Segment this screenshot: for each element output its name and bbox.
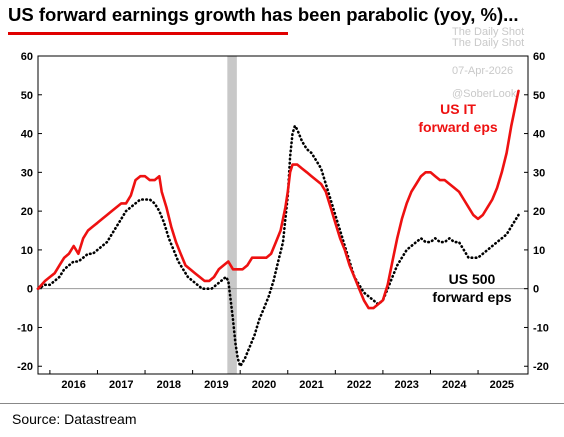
y-tick-label-right: -20 [533,361,549,373]
y-tick-label-left: -20 [17,361,33,373]
y-tick-label-left: 40 [21,129,33,141]
x-tick-label: 2016 [61,379,85,391]
x-tick-label: 2024 [442,379,467,391]
series-label-us-500-line2: forward eps [432,289,512,305]
y-tick-label-right: 0 [533,284,539,296]
watermark-line1-echo: The Daily Shot [452,37,525,49]
watermark-handle: @SoberLook [452,88,517,100]
y-tick-label-right: 10 [533,245,545,257]
x-tick-label: 2021 [299,379,323,391]
x-tick-label: 2018 [157,379,181,391]
y-tick-label-right: 30 [533,167,545,179]
x-tick-label: 2023 [394,379,418,391]
y-tick-label-left: 50 [21,90,33,102]
source-note: Source: Datastream [12,411,137,427]
y-tick-label-left: -10 [17,322,33,334]
y-tick-label-right: 40 [533,129,545,141]
y-tick-label-right: 60 [533,51,545,63]
y-tick-label-left: 30 [21,167,33,179]
series-label-us-it-line2: forward eps [418,119,498,135]
watermark-date: 07-Apr-2026 [452,65,514,77]
y-tick-label-left: 10 [21,245,33,257]
series-label-us-it-line1: US IT [440,101,476,117]
x-tick-label: 2025 [490,379,514,391]
series-line-us-it [36,89,520,310]
x-tick-label: 2017 [109,379,133,391]
series-label-us-500-line1: US 500 [449,271,496,287]
y-tick-label-right: 50 [533,90,545,102]
series-line-us-500 [36,124,520,368]
x-tick-label: 2020 [252,379,276,391]
shaded-period [227,56,237,374]
y-tick-label-left: 20 [21,206,33,218]
title-underline [8,32,288,35]
source-divider [0,403,564,404]
x-tick-label: 2022 [347,379,371,391]
y-tick-label-left: 0 [27,284,33,296]
plot-frame [37,55,529,375]
x-tick-label: 2019 [204,379,228,391]
chart-title: US forward earnings growth has been para… [8,4,519,25]
y-tick-label-right: 20 [533,206,545,218]
y-tick-label-left: 60 [21,51,33,63]
y-tick-label-right: -10 [533,322,549,334]
watermark-line1: The Daily Shot [452,26,525,38]
